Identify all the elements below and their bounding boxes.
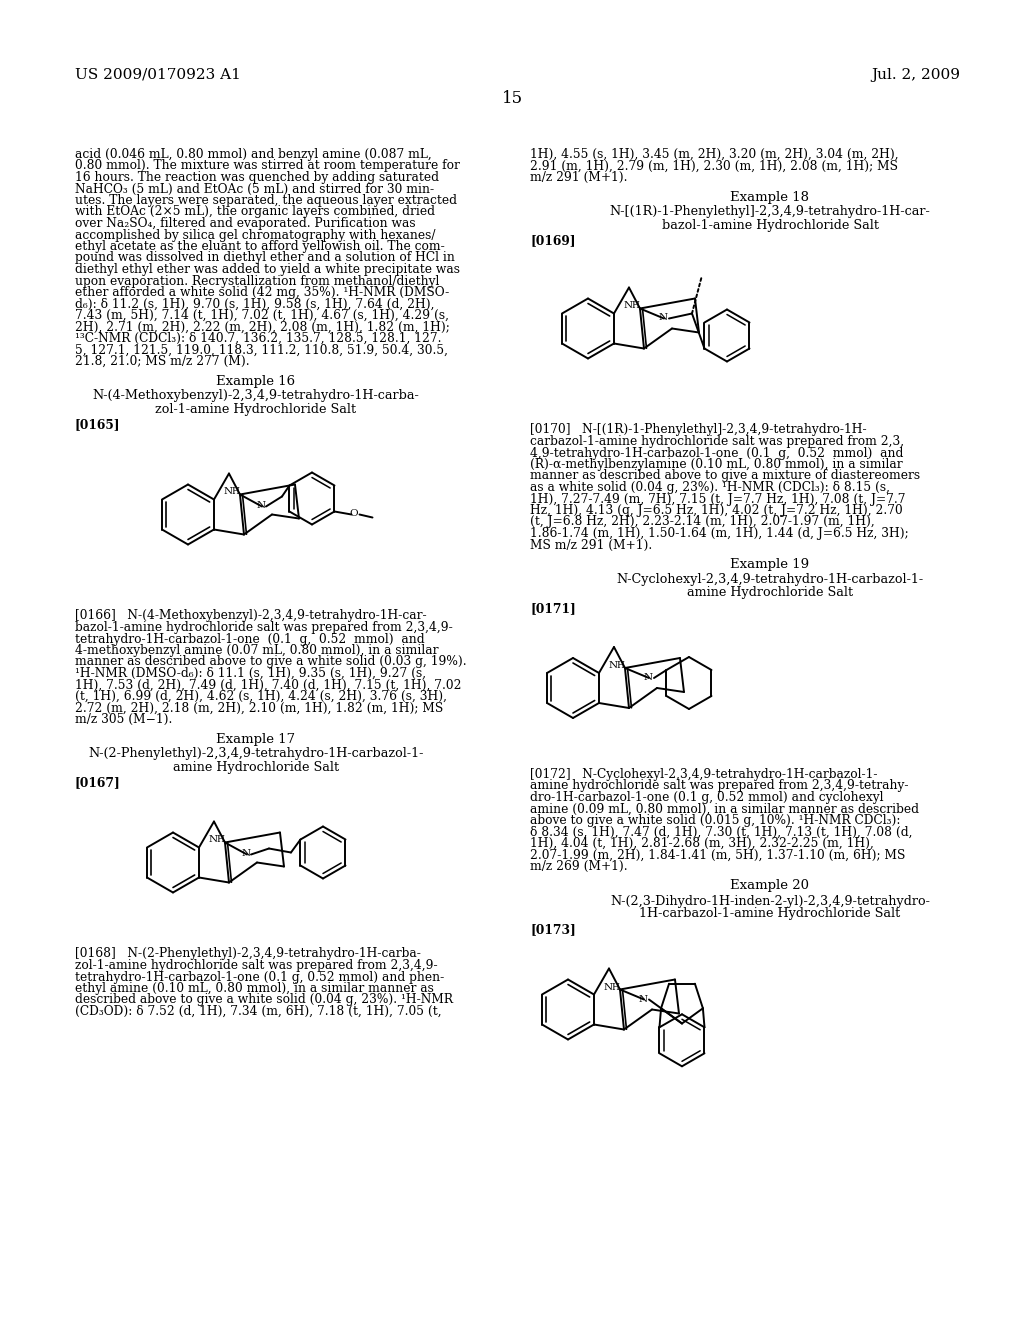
Text: 1H), 4.04 (t, 1H), 2.81-2.68 (m, 3H), 2.32-2.25 (m, 1H),: 1H), 4.04 (t, 1H), 2.81-2.68 (m, 3H), 2.… xyxy=(530,837,873,850)
Text: N: N xyxy=(256,502,265,511)
Text: carbazol-1-amine hydrochloride salt was prepared from 2,3,: carbazol-1-amine hydrochloride salt was … xyxy=(530,436,904,447)
Text: acid (0.046 mL, 0.80 mmol) and benzyl amine (0.087 mL,: acid (0.046 mL, 0.80 mmol) and benzyl am… xyxy=(75,148,432,161)
Text: with EtOAc (2×5 mL), the organic layers combined, dried: with EtOAc (2×5 mL), the organic layers … xyxy=(75,206,435,219)
Text: N: N xyxy=(242,850,251,858)
Text: ethyl amine (0.10 mL, 0.80 mmol), in a similar manner as: ethyl amine (0.10 mL, 0.80 mmol), in a s… xyxy=(75,982,434,995)
Text: utes. The layers were separated, the aqueous layer extracted: utes. The layers were separated, the aqu… xyxy=(75,194,457,207)
Text: [0165]: [0165] xyxy=(75,418,121,432)
Text: d₆): δ 11.2 (s, 1H), 9.70 (s, 1H), 9.58 (s, 1H), 7.64 (d, 2H),: d₆): δ 11.2 (s, 1H), 9.70 (s, 1H), 9.58 … xyxy=(75,297,434,310)
Text: N: N xyxy=(658,314,668,322)
Text: N-(2,3-Dihydro-1H-inden-2-yl)-2,3,4,9-tetrahydro-: N-(2,3-Dihydro-1H-inden-2-yl)-2,3,4,9-te… xyxy=(610,895,930,908)
Text: 0.80 mmol). The mixture was stirred at room temperature for: 0.80 mmol). The mixture was stirred at r… xyxy=(75,160,460,173)
Text: 1H-carbazol-1-amine Hydrochloride Salt: 1H-carbazol-1-amine Hydrochloride Salt xyxy=(639,908,901,920)
Text: tetrahydro-1H-carbazol-1-one  (0.1  g,  0.52  mmol)  and: tetrahydro-1H-carbazol-1-one (0.1 g, 0.5… xyxy=(75,632,425,645)
Text: Hz, 1H), 4.13 (q, J=6.5 Hz, 1H), 4.02 (t, J=7.2 Hz, 1H), 2.70: Hz, 1H), 4.13 (q, J=6.5 Hz, 1H), 4.02 (t… xyxy=(530,504,903,517)
Text: m/z 305 (M−1).: m/z 305 (M−1). xyxy=(75,713,172,726)
Text: 2H), 2.71 (m, 2H), 2.22 (m, 2H), 2.08 (m, 1H), 1.82 (m, 1H);: 2H), 2.71 (m, 2H), 2.22 (m, 2H), 2.08 (m… xyxy=(75,321,450,334)
Text: 15: 15 xyxy=(502,90,522,107)
Text: N: N xyxy=(638,994,647,1003)
Text: manner as described above to give a mixture of diastereomers: manner as described above to give a mixt… xyxy=(530,470,921,483)
Text: MS m/z 291 (M+1).: MS m/z 291 (M+1). xyxy=(530,539,652,552)
Text: 21.8, 21.0; MS m/z 277 (M).: 21.8, 21.0; MS m/z 277 (M). xyxy=(75,355,250,368)
Text: N: N xyxy=(209,836,217,845)
Text: N: N xyxy=(624,301,633,310)
Text: N: N xyxy=(643,673,652,682)
Text: 5, 127.1, 121.5, 119.0, 118.3, 111.2, 110.8, 51.9, 50.4, 30.5,: 5, 127.1, 121.5, 119.0, 118.3, 111.2, 11… xyxy=(75,343,449,356)
Text: 1H), 7.53 (d, 2H), 7.49 (d, 1H), 7.40 (d, 1H), 7.15 (t, 1H), 7.02: 1H), 7.53 (d, 2H), 7.49 (d, 1H), 7.40 (d… xyxy=(75,678,462,692)
Text: N-(2-Phenylethyl)-2,3,4,9-tetrahydro-1H-carbazol-1-: N-(2-Phenylethyl)-2,3,4,9-tetrahydro-1H-… xyxy=(88,747,424,760)
Text: ¹³C-NMR (CDCl₃): δ 140.7, 136.2, 135.7, 128.5, 128.1, 127.: ¹³C-NMR (CDCl₃): δ 140.7, 136.2, 135.7, … xyxy=(75,333,441,345)
Text: [0169]: [0169] xyxy=(530,235,575,248)
Text: above to give a white solid (0.015 g, 10%). ¹H-NMR CDCl₃):: above to give a white solid (0.015 g, 10… xyxy=(530,814,900,828)
Text: 7.43 (m, 5H), 7.14 (t, 1H), 7.02 (t, 1H), 4.67 (s, 1H), 4.29 (s,: 7.43 (m, 5H), 7.14 (t, 1H), 7.02 (t, 1H)… xyxy=(75,309,449,322)
Text: N-Cyclohexyl-2,3,4,9-tetrahydro-1H-carbazol-1-: N-Cyclohexyl-2,3,4,9-tetrahydro-1H-carba… xyxy=(616,573,924,586)
Text: N-[(1R)-1-Phenylethyl]-2,3,4,9-tetrahydro-1H-car-: N-[(1R)-1-Phenylethyl]-2,3,4,9-tetrahydr… xyxy=(609,206,931,219)
Text: zol-1-amine hydrochloride salt was prepared from 2,3,4,9-: zol-1-amine hydrochloride salt was prepa… xyxy=(75,960,437,972)
Text: 4-methoxybenzyl amine (0.07 mL, 0.80 mmol), in a similar: 4-methoxybenzyl amine (0.07 mL, 0.80 mmo… xyxy=(75,644,438,657)
Text: (R)-α-methylbenzylamine (0.10 mL, 0.80 mmol), in a similar: (R)-α-methylbenzylamine (0.10 mL, 0.80 m… xyxy=(530,458,902,471)
Text: bazol-1-amine Hydrochloride Salt: bazol-1-amine Hydrochloride Salt xyxy=(662,219,879,231)
Text: 16 hours. The reaction was quenched by adding saturated: 16 hours. The reaction was quenched by a… xyxy=(75,172,439,183)
Text: pound was dissolved in diethyl ether and a solution of HCl in: pound was dissolved in diethyl ether and… xyxy=(75,252,455,264)
Text: [0172]   N-Cyclohexyl-2,3,4,9-tetrahydro-1H-carbazol-1-: [0172] N-Cyclohexyl-2,3,4,9-tetrahydro-1… xyxy=(530,768,878,781)
Text: Example 19: Example 19 xyxy=(730,558,810,572)
Text: N: N xyxy=(608,661,617,671)
Text: described above to give a white solid (0.04 g, 23%). ¹H-NMR: described above to give a white solid (0… xyxy=(75,994,453,1006)
Text: δ 8.34 (s, 1H), 7.47 (d, 1H), 7.30 (t, 1H), 7.13 (t, 1H), 7.08 (d,: δ 8.34 (s, 1H), 7.47 (d, 1H), 7.30 (t, 1… xyxy=(530,825,912,838)
Text: H: H xyxy=(611,982,618,991)
Text: NaHCO₃ (5 mL) and EtOAc (5 mL) and stirred for 30 min-: NaHCO₃ (5 mL) and EtOAc (5 mL) and stirr… xyxy=(75,182,434,195)
Text: 1.86-1.74 (m, 1H), 1.50-1.64 (m, 1H), 1.44 (d, J=6.5 Hz, 3H);: 1.86-1.74 (m, 1H), 1.50-1.64 (m, 1H), 1.… xyxy=(530,527,908,540)
Text: dro-1H-carbazol-1-one (0.1 g, 0.52 mmol) and cyclohexyl: dro-1H-carbazol-1-one (0.1 g, 0.52 mmol)… xyxy=(530,791,884,804)
Text: (t, 1H), 6.99 (d, 2H), 4.62 (s, 1H), 4.24 (s, 2H), 3.76 (s, 3H),: (t, 1H), 6.99 (d, 2H), 4.62 (s, 1H), 4.2… xyxy=(75,690,447,704)
Text: (CD₃OD): δ 7.52 (d, 1H), 7.34 (m, 6H), 7.18 (t, 1H), 7.05 (t,: (CD₃OD): δ 7.52 (d, 1H), 7.34 (m, 6H), 7… xyxy=(75,1005,441,1018)
Text: [0170]   N-[(1R)-1-Phenylethyl]-2,3,4,9-tetrahydro-1H-: [0170] N-[(1R)-1-Phenylethyl]-2,3,4,9-te… xyxy=(530,424,866,437)
Text: 2.07-1.99 (m, 2H), 1.84-1.41 (m, 5H), 1.37-1.10 (m, 6H); MS: 2.07-1.99 (m, 2H), 1.84-1.41 (m, 5H), 1.… xyxy=(530,849,905,862)
Text: (t, J=6.8 Hz, 2H), 2.23-2.14 (m, 1H), 2.07-1.97 (m, 1H),: (t, J=6.8 Hz, 2H), 2.23-2.14 (m, 1H), 2.… xyxy=(530,516,874,528)
Text: Example 16: Example 16 xyxy=(216,375,296,388)
Text: H: H xyxy=(631,301,639,310)
Text: Example 18: Example 18 xyxy=(730,190,810,203)
Text: ether afforded a white solid (42 mg, 35%). ¹H-NMR (DMSO-: ether afforded a white solid (42 mg, 35%… xyxy=(75,286,450,300)
Text: N: N xyxy=(603,982,612,991)
Text: O: O xyxy=(349,510,357,519)
Text: Example 17: Example 17 xyxy=(216,733,296,746)
Text: N-(4-Methoxybenzyl)-2,3,4,9-tetrahydro-1H-carba-: N-(4-Methoxybenzyl)-2,3,4,9-tetrahydro-1… xyxy=(92,389,420,403)
Text: zol-1-amine Hydrochloride Salt: zol-1-amine Hydrochloride Salt xyxy=(156,403,356,416)
Text: accomplished by silica gel chromatography with hexanes/: accomplished by silica gel chromatograph… xyxy=(75,228,435,242)
Text: ¹H-NMR (DMSO-d₆): δ 11.1 (s, 1H), 9.35 (s, 1H), 9.27 (s,: ¹H-NMR (DMSO-d₆): δ 11.1 (s, 1H), 9.35 (… xyxy=(75,667,426,680)
Text: 2.72 (m, 2H), 2.18 (m, 2H), 2.10 (m, 1H), 1.82 (m, 1H); MS: 2.72 (m, 2H), 2.18 (m, 2H), 2.10 (m, 1H)… xyxy=(75,701,443,714)
Text: upon evaporation. Recrystallization from methanol/diethyl: upon evaporation. Recrystallization from… xyxy=(75,275,439,288)
Text: bazol-1-amine hydrochloride salt was prepared from 2,3,4,9-: bazol-1-amine hydrochloride salt was pre… xyxy=(75,620,453,634)
Text: m/z 269 (M+1).: m/z 269 (M+1). xyxy=(530,861,628,873)
Text: 1H), 4.55 (s, 1H), 3.45 (m, 2H), 3.20 (m, 2H), 3.04 (m, 2H),: 1H), 4.55 (s, 1H), 3.45 (m, 2H), 3.20 (m… xyxy=(530,148,899,161)
Text: m/z 291 (M+1).: m/z 291 (M+1). xyxy=(530,172,628,183)
Text: ethyl acetate as the eluant to afford yellowish oil. The com-: ethyl acetate as the eluant to afford ye… xyxy=(75,240,444,253)
Text: as a white solid (0.04 g, 23%). ¹H-NMR (CDCl₃): δ 8.15 (s,: as a white solid (0.04 g, 23%). ¹H-NMR (… xyxy=(530,480,890,494)
Text: US 2009/0170923 A1: US 2009/0170923 A1 xyxy=(75,69,241,82)
Text: [0168]   N-(2-Phenylethyl)-2,3,4,9-tetrahydro-1H-carba-: [0168] N-(2-Phenylethyl)-2,3,4,9-tetrahy… xyxy=(75,948,421,961)
Text: tetrahydro-1H-carbazol-1-one (0.1 g, 0.52 mmol) and phen-: tetrahydro-1H-carbazol-1-one (0.1 g, 0.5… xyxy=(75,970,444,983)
Text: [0167]: [0167] xyxy=(75,776,121,789)
Text: H: H xyxy=(231,487,239,496)
Text: amine hydrochloride salt was prepared from 2,3,4,9-tetrahy-: amine hydrochloride salt was prepared fr… xyxy=(530,780,908,792)
Text: Jul. 2, 2009: Jul. 2, 2009 xyxy=(871,69,961,82)
Text: amine Hydrochloride Salt: amine Hydrochloride Salt xyxy=(687,586,853,599)
Text: diethyl ethyl ether was added to yield a white precipitate was: diethyl ethyl ether was added to yield a… xyxy=(75,263,460,276)
Text: 4,9-tetrahydro-1H-carbazol-1-one  (0.1  g,  0.52  mmol)  and: 4,9-tetrahydro-1H-carbazol-1-one (0.1 g,… xyxy=(530,446,903,459)
Text: manner as described above to give a white solid (0.03 g, 19%).: manner as described above to give a whit… xyxy=(75,656,467,668)
Text: 2.91 (m, 1H), 2.79 (m, 1H), 2.30 (m, 1H), 2.08 (m, 1H); MS: 2.91 (m, 1H), 2.79 (m, 1H), 2.30 (m, 1H)… xyxy=(530,160,898,173)
Text: over Na₂SO₄, filtered and evaporated. Purification was: over Na₂SO₄, filtered and evaporated. Pu… xyxy=(75,216,416,230)
Text: Example 20: Example 20 xyxy=(730,879,810,892)
Text: H: H xyxy=(216,836,224,845)
Text: [0171]: [0171] xyxy=(530,602,575,615)
Text: [0166]   N-(4-Methoxybenzyl)-2,3,4,9-tetrahydro-1H-car-: [0166] N-(4-Methoxybenzyl)-2,3,4,9-tetra… xyxy=(75,610,427,623)
Text: H: H xyxy=(616,661,624,671)
Text: 1H), 7.27-7.49 (m, 7H), 7.15 (t, J=7.7 Hz, 1H), 7.08 (t, J=7.7: 1H), 7.27-7.49 (m, 7H), 7.15 (t, J=7.7 H… xyxy=(530,492,905,506)
Text: [0173]: [0173] xyxy=(530,924,575,936)
Text: N: N xyxy=(223,487,232,496)
Text: amine Hydrochloride Salt: amine Hydrochloride Salt xyxy=(173,760,339,774)
Text: amine (0.09 mL, 0.80 mmol), in a similar manner as described: amine (0.09 mL, 0.80 mmol), in a similar… xyxy=(530,803,919,816)
